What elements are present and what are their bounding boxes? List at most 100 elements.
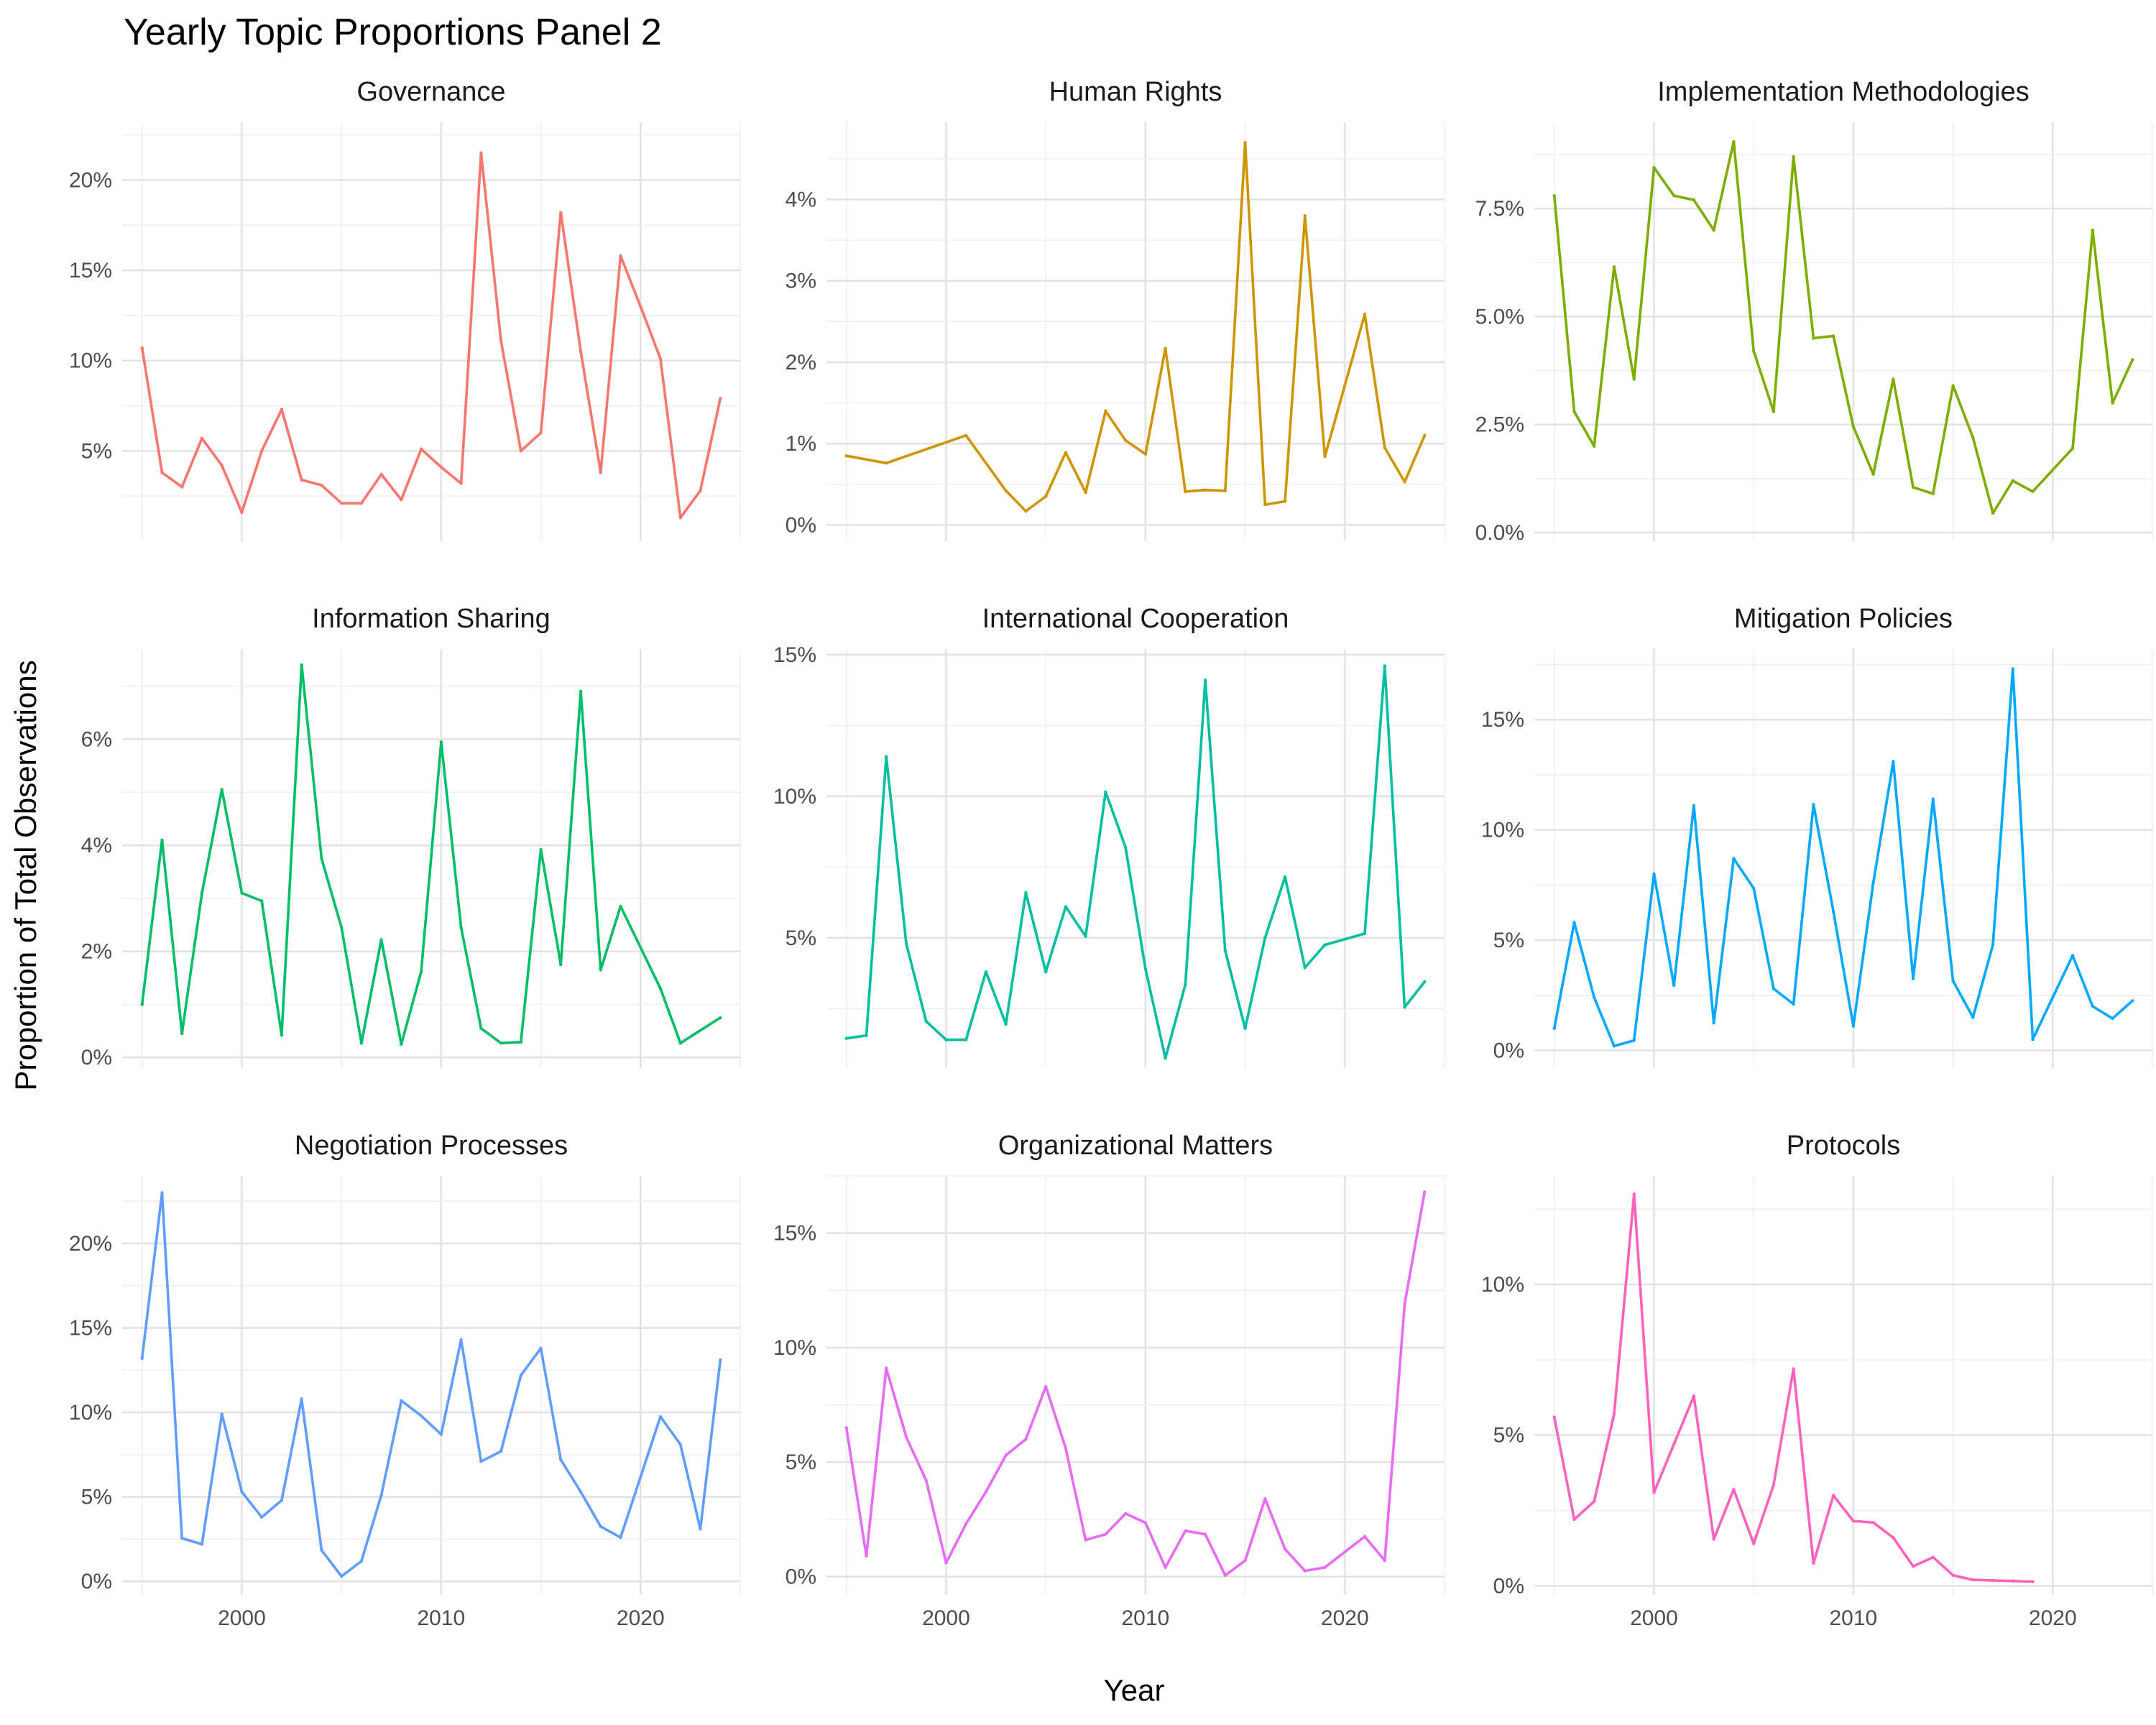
data-point (1303, 1569, 1307, 1573)
y-tick-label: 15% (69, 1317, 112, 1340)
data-point (559, 962, 563, 967)
data-point (865, 1554, 868, 1558)
data-point (865, 1034, 868, 1037)
data-point (2031, 489, 2035, 494)
data-point (1951, 979, 1955, 983)
x-tick-label: 2000 (922, 1606, 970, 1630)
data-point (339, 502, 344, 505)
data-point (1383, 664, 1386, 668)
data-point (339, 926, 344, 929)
data-point (400, 1042, 403, 1046)
data-point (140, 346, 144, 350)
data-point (1263, 936, 1267, 939)
data-point (479, 151, 483, 155)
data-point (1792, 1367, 1795, 1371)
data-point (1263, 1496, 1267, 1501)
data-point (1851, 425, 1856, 428)
data-point (1004, 489, 1008, 493)
data-point (1004, 1022, 1008, 1026)
data-point (1931, 1555, 1935, 1559)
facet-strip-label: Implementation Methodologies (1657, 77, 2030, 107)
data-point (359, 1559, 364, 1563)
x-tick-label: 2000 (1630, 1606, 1678, 1630)
data-point (1263, 502, 1267, 507)
data-point (2011, 479, 2015, 483)
y-tick-label: 20% (69, 1232, 112, 1256)
data-point (1612, 265, 1616, 269)
data-point (2131, 358, 2134, 362)
series-line-human-rights (844, 141, 1427, 512)
data-point (1971, 436, 1975, 439)
data-point (2091, 229, 2094, 232)
facet-strip-label: Negotiation Processes (295, 1131, 568, 1161)
data-point (1732, 857, 1736, 860)
facet-panel-mitigation-policies: Mitigation Policies 0% 5% 10% 15% (1481, 604, 2153, 1068)
data-point (1732, 139, 1736, 144)
data-point (1044, 1384, 1048, 1389)
data-point (200, 891, 204, 895)
data-point (320, 857, 323, 860)
data-point (1423, 1190, 1427, 1194)
data-point (944, 1561, 948, 1565)
y-tick-label: 0% (1493, 1574, 1524, 1598)
data-point (1751, 886, 1756, 891)
data-point (1831, 1494, 1835, 1497)
data-point (984, 1490, 988, 1494)
data-point (599, 968, 603, 972)
data-point (1692, 804, 1696, 808)
data-point (1652, 872, 1656, 876)
y-tick-label: 2% (786, 351, 816, 374)
data-point (1772, 410, 1776, 413)
data-point (1323, 455, 1327, 459)
data-point (1593, 995, 1596, 1000)
data-point (2031, 1580, 2035, 1583)
facet-panel-protocols: Protocols 0% 5% 10% 2000 2010 2020 (1481, 1131, 2153, 1630)
data-point (924, 1019, 928, 1024)
y-tick-label: 10% (773, 785, 816, 809)
y-axis-title: Proportion of Total Observations (9, 660, 42, 1090)
y-tick-label: 5% (1493, 1424, 1524, 1448)
data-point (1792, 155, 1795, 159)
data-point (280, 408, 284, 411)
data-point (419, 970, 423, 973)
y-tick-label: 0% (786, 513, 816, 537)
data-point (1363, 1535, 1367, 1538)
data-point (1044, 494, 1048, 498)
data-point (1004, 1453, 1008, 1457)
data-point (885, 755, 888, 758)
data-point (619, 904, 622, 908)
data-point (599, 471, 603, 474)
x-tick-label: 2020 (617, 1606, 665, 1630)
y-tick-label: 10% (1481, 1273, 1524, 1297)
facet-strip-label: Organizational Matters (998, 1131, 1273, 1161)
data-point (1892, 760, 1895, 763)
data-point (699, 489, 702, 492)
data-point (1143, 1521, 1148, 1524)
data-point (678, 1041, 682, 1045)
data-point (658, 987, 663, 990)
data-point (1652, 1491, 1656, 1494)
data-point (1911, 977, 1915, 980)
y-tick-label: 4% (81, 834, 112, 857)
data-point (1712, 1021, 1715, 1025)
facet-strip-label: Governance (356, 77, 505, 107)
data-point (499, 1041, 503, 1045)
data-point (1672, 1443, 1676, 1446)
data-point (1303, 213, 1307, 218)
y-tick-label: 2.5% (1475, 413, 1524, 437)
data-point (259, 449, 264, 453)
data-point (259, 1515, 264, 1519)
data-point (200, 436, 204, 440)
facet-panels: Governance 5% 10% 15% 20% Human Rights 0% 1% 2% 3… (69, 77, 2153, 1630)
y-tick-label: 6% (81, 727, 112, 751)
data-point (1572, 410, 1576, 413)
data-point (160, 471, 164, 474)
data-point (2091, 1004, 2094, 1008)
data-point (619, 1535, 622, 1540)
y-tick-label: 0% (1493, 1039, 1524, 1062)
data-point (1104, 790, 1107, 794)
data-point (1871, 472, 1875, 477)
data-point (1851, 1024, 1856, 1028)
data-point (1712, 229, 1715, 232)
y-tick-label: 1% (786, 432, 816, 456)
